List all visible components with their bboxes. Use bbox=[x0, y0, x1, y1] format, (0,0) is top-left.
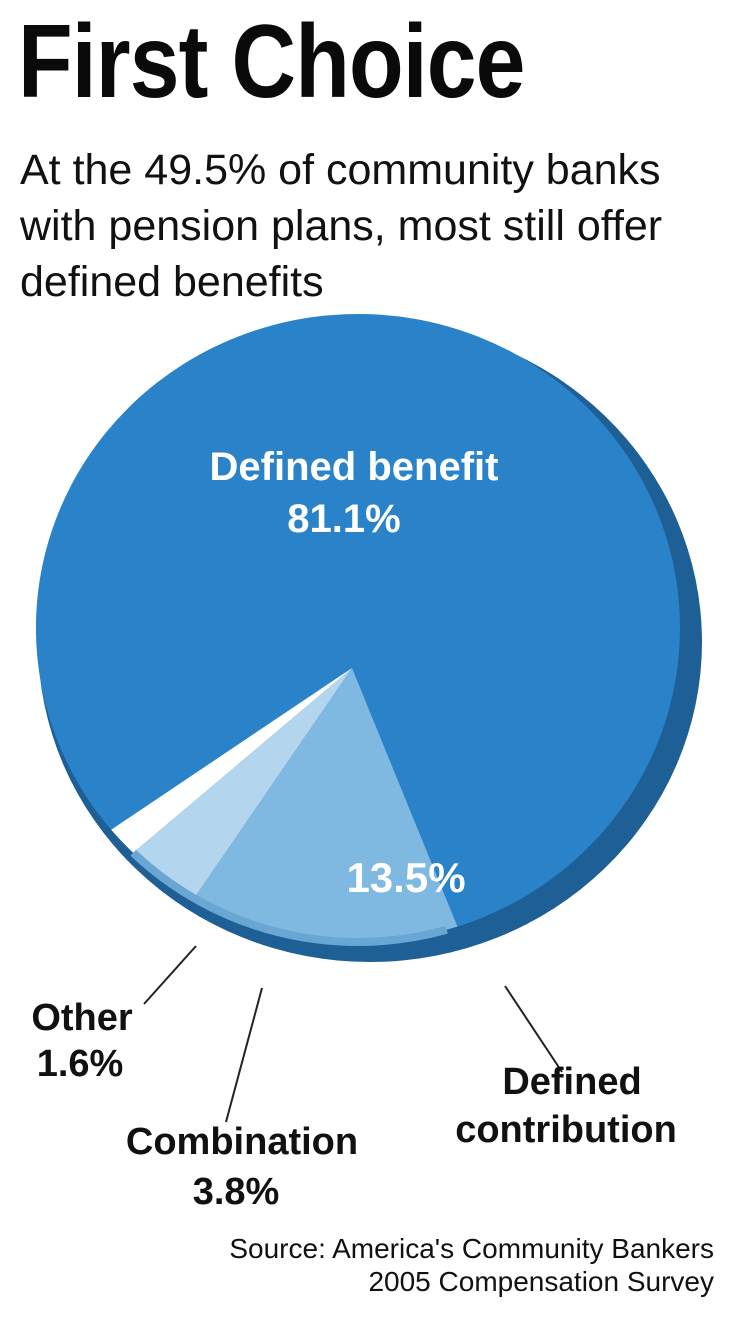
chart-subtitle: At the 49.5% of community banks with pen… bbox=[20, 146, 663, 306]
source-line-1: Source: America's Community Bankers bbox=[229, 1233, 714, 1264]
value-combination: 3.8% bbox=[193, 1171, 280, 1213]
label-defined-contribution-line1: Defined bbox=[502, 1061, 641, 1103]
pie-slice-defined-contribution bbox=[194, 668, 458, 942]
source-line-2: 2005 Compensation Survey bbox=[368, 1266, 714, 1297]
label-other: Other bbox=[31, 997, 133, 1039]
label-defined-contribution-line2: contribution bbox=[455, 1109, 677, 1151]
value-defined-benefit: 81.1% bbox=[287, 497, 400, 541]
pie-slice-other bbox=[111, 668, 352, 853]
leader-line-defined-contribution bbox=[504, 985, 563, 1073]
pie-wedge-edge bbox=[130, 849, 448, 946]
value-defined-contribution: 13.5% bbox=[346, 854, 465, 901]
label-combination: Combination bbox=[126, 1121, 358, 1163]
pie-slice-defined-benefit bbox=[35, 313, 680, 927]
value-other: 1.6% bbox=[37, 1043, 124, 1085]
pie-slice-combination bbox=[133, 668, 352, 899]
chart-title: First Choice bbox=[18, 4, 525, 120]
leader-line-other bbox=[143, 945, 197, 1005]
source-note: Source: America's Community Bankers 2005… bbox=[229, 1232, 714, 1298]
label-defined-benefit: Defined benefit bbox=[210, 445, 499, 489]
leader-line-combination bbox=[225, 987, 263, 1123]
